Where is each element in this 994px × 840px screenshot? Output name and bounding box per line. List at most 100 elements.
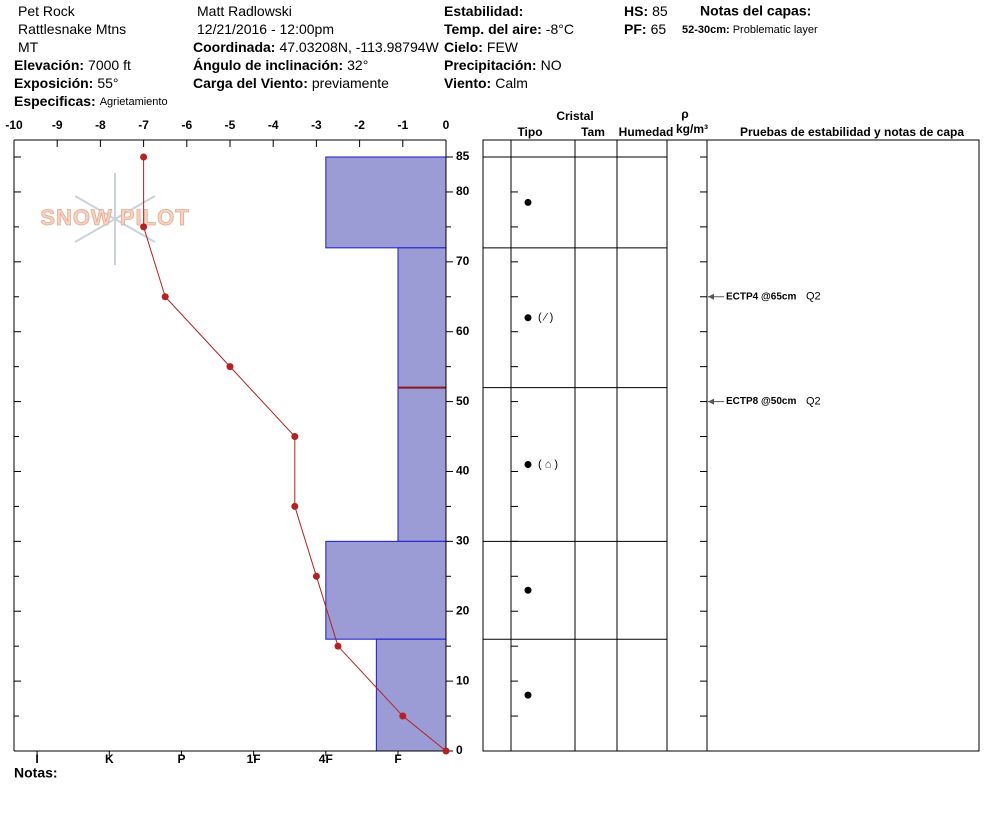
grain-symbol — [524, 314, 532, 322]
header-type: Tipo — [517, 125, 542, 139]
test-label: ECTP8 @50cm — [726, 396, 796, 407]
logo: SNOW PILOT — [40, 205, 189, 230]
header-field: Rattlesnake Mtns — [18, 21, 126, 37]
header-field: 12/21/2016 - 12:00pm — [197, 21, 334, 37]
grain-form: ( ⌂ ) — [538, 458, 558, 470]
header-field: Ángulo de inclinación: 32° — [193, 57, 368, 73]
temperature-point — [161, 293, 169, 301]
test-arrowhead — [708, 293, 714, 300]
field-label: Temp. del aire: — [444, 21, 542, 37]
hardness-layer — [397, 247, 447, 389]
layer-note: 52-30cm: Problematic layer — [682, 24, 818, 36]
field-label: Estabilidad: — [444, 3, 523, 19]
field-label: Especificas: — [14, 93, 96, 109]
y-tick-label: 20 — [456, 603, 470, 617]
test-arrowhead — [708, 398, 714, 405]
field-value: MT — [18, 39, 39, 55]
grain-symbol — [524, 460, 532, 468]
header-field: Especificas: Agrietamiento — [14, 93, 168, 109]
header-size: Tam — [581, 125, 605, 139]
grain-symbol — [524, 586, 532, 594]
y-tick-label: 70 — [456, 254, 470, 268]
header-field: Precipitación: NO — [444, 57, 562, 73]
header-rho: ρ — [681, 107, 688, 121]
hardness-label: P — [177, 752, 185, 766]
header-field: Exposición: 55° — [14, 75, 119, 91]
field-label: Coordinada: — [193, 39, 275, 55]
y-tick-label: 85 — [456, 149, 470, 163]
field-value: 47.03208N, -113.98794W — [279, 39, 439, 55]
header-field: Elevación: 7000 ft — [14, 57, 131, 73]
hardness-label: F — [394, 752, 401, 766]
field-value: Matt Radlowski — [197, 3, 292, 19]
header-density: kg/m³ — [676, 122, 708, 136]
field-label: Exposición: — [14, 75, 93, 91]
header-field: MT — [18, 39, 39, 55]
hardness-layer — [397, 387, 447, 542]
hardness-layer — [375, 638, 447, 752]
header-crystal: Cristal — [556, 109, 593, 123]
logo-flake — [114, 218, 156, 243]
header-field: Carga del Viento: previamente — [193, 75, 389, 91]
field-value: 85 — [652, 3, 668, 19]
field-label: Elevación: — [14, 57, 84, 73]
field-label: Viento: — [444, 75, 491, 91]
field-label: Carga del Viento: — [193, 75, 308, 91]
temperature-point — [140, 153, 148, 161]
temperature-point — [226, 363, 234, 371]
hardness-layer — [325, 156, 447, 249]
y-tick-label: 60 — [456, 324, 470, 338]
header-field: HS: 85 — [624, 3, 668, 19]
y-tick-label: 50 — [456, 394, 470, 408]
logo-flake — [114, 195, 156, 220]
header-field: Viento: Calm — [444, 75, 528, 91]
temperature-point — [291, 433, 299, 441]
x-tick-label: -6 — [181, 118, 192, 132]
field-value: 65 — [651, 21, 667, 37]
y-tick-label: 0 — [456, 743, 463, 757]
field-label: Precipitación: — [444, 57, 537, 73]
field-label: Cielo: — [444, 39, 483, 55]
x-tick-label: 0 — [443, 118, 450, 132]
x-tick-label: -9 — [52, 118, 63, 132]
grain-symbol — [524, 691, 532, 699]
x-tick-label: -5 — [225, 118, 236, 132]
x-tick-label: -4 — [268, 118, 279, 132]
field-value: 55° — [97, 75, 118, 91]
header-field: Estabilidad: — [444, 3, 523, 19]
field-value: Agrietamiento — [100, 96, 168, 108]
test-quality: Q2 — [806, 395, 821, 407]
x-tick-label: -8 — [95, 118, 106, 132]
hardness-label: 4F — [319, 752, 333, 766]
x-tick-label: -10 — [5, 118, 23, 132]
logo-flake — [74, 195, 116, 220]
temperature-point — [291, 502, 299, 510]
field-value: 7000 ft — [88, 57, 131, 73]
y-tick-label: 10 — [456, 673, 470, 687]
x-tick-label: -3 — [311, 118, 322, 132]
field-label: PF: — [624, 21, 647, 37]
header-field: Cielo: FEW — [444, 39, 519, 55]
logo-flake — [74, 218, 116, 243]
x-tick-label: -7 — [138, 118, 149, 132]
note-value: Problematic layer — [733, 24, 818, 36]
field-value: Calm — [495, 75, 528, 91]
field-label: Ángulo de inclinación: — [193, 57, 343, 73]
field-value: -8°C — [546, 21, 574, 37]
temperature-line — [143, 157, 447, 752]
header-field: Pet Rock — [18, 3, 76, 19]
header-field: Coordinada: 47.03208N, -113.98794W — [193, 39, 440, 55]
test-label: ECTP4 @65cm — [726, 291, 796, 302]
field-value: Rattlesnake Mtns — [18, 21, 126, 37]
table-frame — [482, 139, 980, 752]
x-tick-label: -2 — [354, 118, 365, 132]
y-tick-label: 80 — [456, 184, 470, 198]
test-quality: Q2 — [806, 291, 821, 303]
temperature-point — [399, 712, 407, 720]
grain-symbol — [524, 198, 532, 206]
field-value: previamente — [312, 75, 389, 91]
note-label: 52-30cm: — [682, 24, 730, 36]
hardness-label: K — [105, 752, 114, 766]
header-tests: Pruebas de estabilidad y notas de capa — [740, 125, 964, 139]
